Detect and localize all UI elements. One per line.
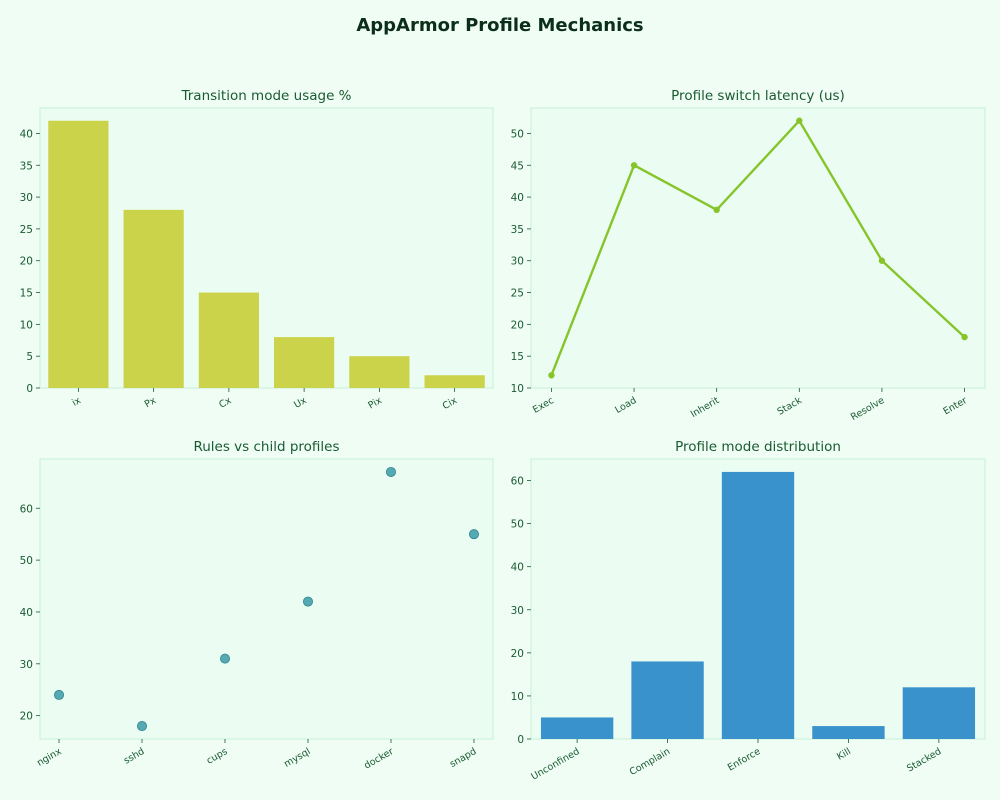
figure-title: AppArmor Profile Mechanics [356,15,643,36]
y-tick-label: 45 [511,160,524,172]
y-tick-label: 40 [511,562,524,574]
bar [540,717,614,739]
chart-title: Profile mode distribution [675,439,841,455]
scatter-point [385,466,396,477]
bar [349,356,410,388]
line-point [878,257,886,264]
bar [48,120,109,389]
y-tick-label: 0 [26,383,33,395]
y-tick-label: 35 [511,224,524,236]
y-tick-label: 20 [20,711,33,723]
bar [631,661,704,739]
bar [812,726,885,739]
y-tick-label: 50 [511,128,524,140]
x-tick-label: Pix [366,395,384,412]
y-tick-label: 50 [20,555,33,567]
chart-panel-3: Rules vs child profiles 20 30 40 50 60 nginx ss… [20,439,494,772]
chart-panel-2: Profile switch latency (us) 10 15 20 25 30 35 4… [511,88,986,423]
bar [424,375,485,388]
bar [123,209,184,388]
bar [198,292,259,388]
y-tick-label: 50 [511,519,524,531]
y-tick-label: 15 [20,288,33,300]
line-point [548,372,555,379]
x-tick-label: cups [205,746,230,767]
line-point [713,206,720,214]
x-tick-label: Stack [776,395,805,418]
x-tick-label: Load [613,395,638,416]
series-line [550,119,966,376]
line-point [630,162,638,169]
plot-area [39,458,494,740]
y-tick-label: 0 [517,734,524,746]
x-tick-label: docker [362,746,395,772]
x-tick-label: ix [70,395,83,409]
x-tick-label: Enter [941,395,969,417]
plot-area [530,107,986,389]
bar [721,471,795,739]
line-point [796,117,803,124]
y-tick-label: 35 [20,160,33,172]
scatter-point [302,596,313,607]
bar [902,687,976,739]
y-tick-label: 30 [20,659,33,671]
y-tick-label: 40 [20,607,33,619]
chart-panel-4: Profile mode distribution 0 10 20 30 40 50 60 Un… [511,439,986,783]
y-tick-label: 20 [511,648,524,660]
x-tick-label: mysql [282,746,312,770]
x-tick-label: snapd [448,746,478,770]
scatter-point [220,653,231,664]
x-tick-label: Resolve [849,395,887,423]
x-tick-label: Px [143,395,159,410]
y-tick-label: 10 [511,691,524,703]
y-tick-label: 30 [20,192,33,204]
x-tick-label: sshd [122,746,147,767]
plot-area [39,107,494,389]
x-tick-label: Inherit [689,395,722,420]
x-tick-label: Stacked [905,746,943,774]
x-tick-label: Complain [628,746,672,778]
x-tick-label: Unconfined [529,746,581,782]
line-point [961,333,968,341]
x-tick-label: Exec [531,395,556,416]
scatter-point [468,529,479,540]
y-tick-label: 25 [511,288,524,300]
bar [274,337,335,388]
y-tick-label: 10 [20,319,33,331]
chart-title: Profile switch latency (us) [671,88,845,104]
x-tick-label: nginx [35,746,64,769]
x-tick-label: Ux [292,395,309,411]
y-tick-label: 40 [20,128,33,140]
x-tick-label: Kill [835,746,853,763]
y-tick-label: 60 [511,476,524,488]
y-tick-label: 10 [511,383,524,395]
y-tick-label: 20 [511,319,524,331]
y-tick-label: 40 [511,192,524,204]
y-tick-label: 5 [26,351,33,363]
x-tick-label: Cix [441,395,460,412]
y-tick-label: 30 [511,605,524,617]
chart-title: Transition mode usage % [180,88,351,104]
chart-title: Rules vs child profiles [193,439,339,455]
scatter-point [137,721,148,732]
x-tick-label: Enforce [726,746,763,774]
chart-panel-1: Transition mode usage % 0 5 10 15 20 25 30 35 40 i… [20,88,494,412]
scatter-point [54,689,65,700]
y-tick-label: 60 [20,503,33,515]
y-tick-label: 30 [511,256,524,268]
y-tick-label: 20 [20,256,33,268]
x-tick-label: Cx [217,395,233,411]
y-tick-label: 15 [511,351,524,363]
y-tick-label: 25 [20,224,33,236]
